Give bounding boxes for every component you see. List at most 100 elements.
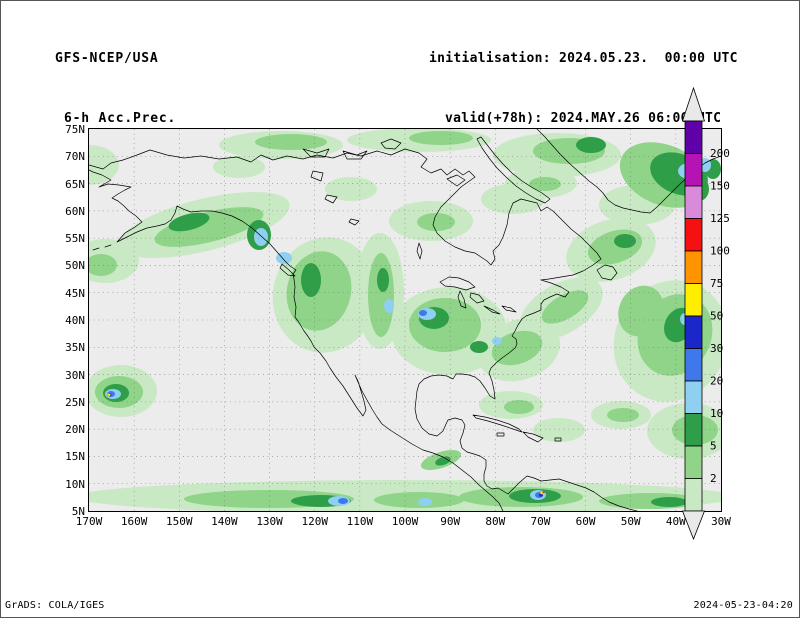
colorbar-tick-label: 5	[710, 440, 717, 453]
header-left: GFS-NCEP/USA 6-h Acc.Prec.	[55, 9, 176, 169]
lat-tick-label: 75N	[65, 123, 85, 136]
precip-cell-g5	[435, 456, 451, 466]
lon-tick-label: 80W	[485, 515, 506, 528]
precip-cell-g5	[576, 137, 606, 153]
lon-tick-label: 90W	[440, 515, 461, 528]
precip-cell-g5	[651, 497, 687, 507]
precip-cell-g2	[154, 207, 264, 247]
colorbar-tick-label: 150	[710, 180, 730, 193]
lat-tick-label: 60N	[65, 204, 85, 218]
lon-tick-label: 130W	[256, 515, 283, 528]
colorbar-segment	[684, 120, 703, 154]
lon-tick-label: 100W	[391, 515, 419, 528]
lon-tick-label: 110W	[346, 515, 374, 528]
precip-cell-lt2	[325, 177, 377, 201]
colorbar-tick-label: 30	[710, 342, 723, 355]
lon-tick-label: 120W	[301, 515, 328, 528]
header-right: initialisation: 2024.05.23. 00:00 UTC va…	[429, 9, 738, 169]
precip-cell-b20	[338, 498, 348, 504]
lat-tick-label: 5N	[71, 505, 85, 518]
precip-cell-r100	[543, 491, 545, 494]
lat-tick-label: 20N	[65, 423, 85, 437]
lon-tick-label: 60W	[575, 515, 596, 528]
colorbar-tick-label: 20	[710, 375, 723, 388]
lon-tick-label: 160W	[120, 515, 148, 528]
lat-tick-label: 25N	[65, 395, 85, 409]
colorbar-segment	[684, 283, 703, 317]
precip-cell-b20	[419, 310, 427, 316]
colorbar-segment	[684, 250, 703, 284]
precip-cell-g2	[89, 254, 117, 276]
lon-tick-label: 150W	[166, 515, 193, 528]
colorbar-tick-label: 75	[710, 277, 723, 290]
precip-cell-g2	[409, 131, 473, 145]
colorbar-segment	[684, 153, 703, 187]
gridline-layer	[89, 129, 721, 511]
islands-coastline	[92, 136, 618, 443]
colorbar-segment	[684, 445, 703, 479]
precip-cell-b10	[254, 228, 268, 246]
colorbar-segment	[684, 380, 703, 414]
precip-cell-lt2	[213, 156, 265, 178]
precip-cell-b10	[384, 299, 394, 313]
mainland-coastline	[89, 148, 638, 511]
colorbar-segment	[684, 185, 703, 219]
precip-cell-o75	[106, 394, 109, 397]
grads-credit: GrADS: COLA/IGES	[5, 600, 105, 611]
precip-cell-g5	[168, 212, 210, 232]
colorbar-tick-label: 10	[710, 407, 723, 420]
precip-cell-lt2	[533, 418, 585, 442]
colorbar-segment	[684, 218, 703, 252]
colorbar-segment	[684, 315, 703, 349]
colorbar-segment	[684, 348, 703, 382]
creation-timestamp: 2024-05-23-04:20	[693, 600, 793, 611]
lat-tick-label: 35N	[65, 341, 85, 355]
map-canvas	[89, 129, 721, 511]
lat-tick-label: 65N	[65, 177, 85, 191]
precip-cell-g5	[614, 234, 636, 248]
lon-tick-label: 50W	[620, 515, 641, 528]
lakes-outline	[310, 170, 517, 315]
precip-cell-g2	[607, 408, 639, 422]
lat-tick-label: 15N	[65, 450, 85, 464]
precip-cell-g5	[377, 268, 389, 292]
precip-cell-b10	[492, 337, 502, 345]
lon-tick-label: 70W	[530, 515, 551, 528]
lon-tick-label: 30W	[711, 515, 731, 528]
precip-cell-g2	[255, 134, 327, 150]
precip-cell-g5	[470, 341, 488, 353]
precip-cell-g2	[541, 290, 589, 324]
colorbar-segment	[684, 413, 703, 447]
map-plot	[88, 128, 722, 512]
colorbar-tick-label: 100	[710, 245, 730, 258]
lat-tick-label: 55N	[65, 232, 85, 246]
model-title: GFS-NCEP/USA	[55, 51, 159, 66]
valid-time: valid(+78h): 2024.MAY.26 06:00 UTC	[445, 111, 722, 126]
lat-tick-label: 10N	[65, 477, 85, 491]
colorbar-tick-label: 50	[710, 310, 723, 323]
lat-tick-label: 50N	[65, 259, 85, 273]
colorbar-top-arrow	[681, 86, 706, 122]
lon-tick-label: 170W	[75, 515, 103, 528]
init-time: initialisation: 2024.05.23. 00:00 UTC	[429, 51, 738, 66]
product-title: 6-h Acc.Prec.	[64, 111, 177, 126]
lat-tick-label: 45N	[65, 286, 85, 300]
precip-cell-lt2	[89, 145, 119, 185]
lon-tick-label: 40W	[665, 515, 686, 528]
colorbar-legend: 200 150 125 100 75 50 30 20 10 5 2	[681, 86, 730, 541]
precip-cell-g2	[529, 177, 561, 191]
precip-cell-b10	[418, 498, 432, 506]
precip-cell-g2	[417, 213, 455, 231]
colorbar-tick-label: 125	[710, 212, 730, 225]
colorbar-bottom-arrow	[681, 510, 706, 541]
colorbar-tick-label: 200	[710, 147, 730, 160]
precip-cell-g2	[504, 400, 534, 414]
precip-cell-g5	[301, 263, 321, 297]
colorbar-tick-label: 2	[710, 472, 717, 485]
lat-tick-label: 30N	[65, 368, 85, 382]
lat-tick-label: 70N	[65, 150, 85, 164]
lat-tick-label: 40N	[65, 314, 85, 327]
colorbar-segment	[684, 478, 703, 512]
lon-tick-label: 140W	[211, 515, 238, 528]
